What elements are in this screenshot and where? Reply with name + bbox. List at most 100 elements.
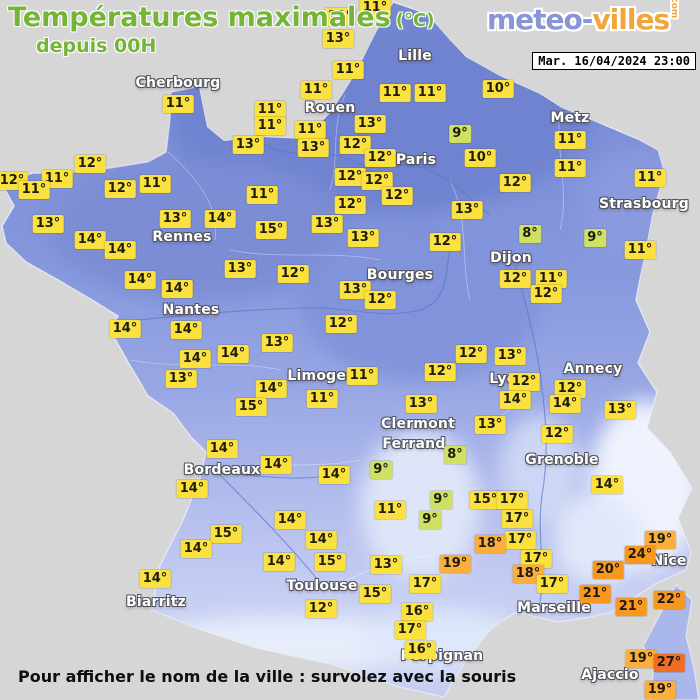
temp-label[interactable]: 14° <box>305 531 337 549</box>
temp-label[interactable]: 14° <box>104 241 136 259</box>
temp-label[interactable]: 14° <box>204 210 236 228</box>
temp-label[interactable]: 12° <box>424 363 456 381</box>
temp-label[interactable]: 12° <box>499 174 531 192</box>
temp-label[interactable]: 14° <box>499 391 531 409</box>
temp-label[interactable]: 11° <box>554 131 586 149</box>
temp-label[interactable]: 17° <box>504 531 536 549</box>
temp-label[interactable]: 12° <box>74 155 106 173</box>
temp-label[interactable]: 14° <box>255 380 287 398</box>
temp-label[interactable]: 11° <box>346 367 378 385</box>
temp-label[interactable]: 11° <box>294 121 326 139</box>
temp-label[interactable]: 12° <box>277 265 309 283</box>
temp-label[interactable]: 14° <box>74 231 106 249</box>
temp-label[interactable]: 14° <box>139 570 171 588</box>
temp-label[interactable]: 19° <box>644 531 676 549</box>
temp-label[interactable]: 16° <box>404 641 436 659</box>
temp-label[interactable]: 14° <box>176 480 208 498</box>
temp-label[interactable]: 12° <box>381 187 413 205</box>
temp-label[interactable]: 11° <box>332 61 364 79</box>
temp-label[interactable]: 12° <box>455 345 487 363</box>
temp-label[interactable]: 13° <box>159 210 191 228</box>
temp-label[interactable]: 12° <box>499 270 531 288</box>
temp-label[interactable]: 15° <box>359 585 391 603</box>
temp-label[interactable]: 18° <box>474 535 506 553</box>
temp-label[interactable]: 13° <box>474 416 506 434</box>
temp-label[interactable]: 22° <box>653 591 685 609</box>
temp-label[interactable]: 15° <box>210 525 242 543</box>
temp-label[interactable]: 11° <box>535 270 567 288</box>
temp-label[interactable]: 12° <box>364 291 396 309</box>
temp-label[interactable]: 17° <box>496 491 528 509</box>
temp-label[interactable]: 13° <box>494 347 526 365</box>
temp-label[interactable]: 9° <box>584 229 606 247</box>
temp-label[interactable]: 11° <box>324 8 356 26</box>
temp-label[interactable]: 11° <box>554 159 586 177</box>
temp-label[interactable]: 19° <box>644 681 676 699</box>
temp-label[interactable]: 12° <box>429 233 461 251</box>
temp-label[interactable]: 13° <box>322 30 354 48</box>
temp-label[interactable]: 11° <box>139 175 171 193</box>
temp-label[interactable]: 9° <box>419 511 441 529</box>
temp-label[interactable]: 17° <box>409 575 441 593</box>
temp-label[interactable]: 12° <box>554 380 586 398</box>
temp-label[interactable]: 11° <box>254 101 286 119</box>
temp-label[interactable]: 14° <box>274 511 306 529</box>
temp-label[interactable]: 14° <box>591 476 623 494</box>
temp-label[interactable]: 11° <box>41 170 73 188</box>
temp-label[interactable]: 13° <box>604 401 636 419</box>
temp-label[interactable]: 13° <box>232 136 264 154</box>
temp-label[interactable]: 13° <box>32 215 64 233</box>
temp-label[interactable]: 9° <box>449 125 471 143</box>
temp-label[interactable]: 13° <box>451 201 483 219</box>
temp-label[interactable]: 12° <box>334 196 366 214</box>
temp-label[interactable]: 11° <box>379 84 411 102</box>
temp-label[interactable]: 18° <box>512 565 544 583</box>
temp-label[interactable]: 11° <box>374 501 406 519</box>
temp-label[interactable]: 12° <box>364 149 396 167</box>
temp-label[interactable]: 12° <box>361 172 393 190</box>
temp-label[interactable]: 11° <box>300 81 332 99</box>
temp-label[interactable]: 11° <box>246 186 278 204</box>
temp-label[interactable]: 17° <box>520 550 552 568</box>
temp-label[interactable]: 13° <box>297 139 329 157</box>
temp-label[interactable]: 11° <box>414 84 446 102</box>
temp-label[interactable]: 20° <box>592 561 624 579</box>
temp-label[interactable]: 15° <box>469 491 501 509</box>
temp-label[interactable]: 14° <box>161 280 193 298</box>
temp-label[interactable]: 10° <box>464 149 496 167</box>
temp-label[interactable]: 12° <box>334 168 366 186</box>
temp-label[interactable]: 19° <box>439 555 471 573</box>
temp-label[interactable]: 9° <box>370 461 392 479</box>
temp-label[interactable]: 14° <box>206 440 238 458</box>
temp-label[interactable]: 21° <box>615 598 647 616</box>
temp-label[interactable]: 14° <box>109 320 141 338</box>
temp-label[interactable]: 13° <box>370 556 402 574</box>
temp-label[interactable]: 13° <box>311 215 343 233</box>
temp-label[interactable]: 13° <box>347 229 379 247</box>
temp-label[interactable]: 8° <box>444 446 466 464</box>
temp-label[interactable]: 12° <box>508 373 540 391</box>
temp-label[interactable]: 11° <box>18 181 50 199</box>
temp-label[interactable]: 14° <box>318 466 350 484</box>
temp-label[interactable]: 11° <box>254 117 286 135</box>
temp-label[interactable]: 11° <box>624 241 656 259</box>
temp-label[interactable]: 13° <box>354 115 386 133</box>
temp-label[interactable]: 14° <box>260 456 292 474</box>
temp-label[interactable]: 13° <box>405 395 437 413</box>
temp-label[interactable]: 24° <box>624 546 656 564</box>
temp-label[interactable]: 17° <box>501 510 533 528</box>
temp-label[interactable]: 16° <box>401 603 433 621</box>
temp-label[interactable]: 12° <box>104 180 136 198</box>
temp-label[interactable]: 11° <box>162 95 194 113</box>
temp-label[interactable]: 13° <box>165 370 197 388</box>
temp-label[interactable]: 13° <box>224 260 256 278</box>
temp-label[interactable]: 14° <box>124 271 156 289</box>
temp-label[interactable]: 12° <box>530 285 562 303</box>
temp-label[interactable]: 17° <box>394 621 426 639</box>
temp-label[interactable]: 15° <box>314 553 346 571</box>
temp-label[interactable]: 21° <box>579 585 611 603</box>
temp-label[interactable]: 13° <box>339 281 371 299</box>
temp-label[interactable]: 14° <box>180 540 212 558</box>
temp-label[interactable]: 11° <box>306 390 338 408</box>
temp-label[interactable]: 14° <box>217 345 249 363</box>
